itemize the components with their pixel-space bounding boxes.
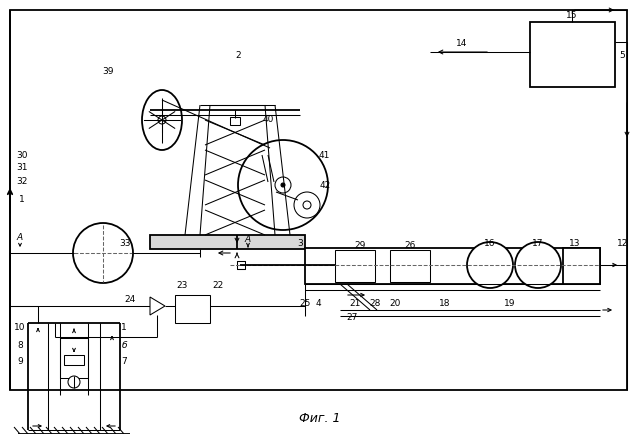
Text: 4: 4 bbox=[315, 299, 321, 309]
Bar bbox=[305, 248, 600, 284]
Text: 29: 29 bbox=[355, 240, 365, 250]
Circle shape bbox=[281, 183, 285, 187]
Text: 1: 1 bbox=[121, 322, 127, 332]
Text: 41: 41 bbox=[318, 151, 330, 160]
Circle shape bbox=[275, 177, 291, 193]
Text: 19: 19 bbox=[504, 299, 516, 308]
Bar bbox=[10, 10, 627, 390]
Text: 27: 27 bbox=[346, 313, 358, 322]
Text: 30: 30 bbox=[16, 151, 28, 160]
Circle shape bbox=[73, 223, 133, 283]
Text: 20: 20 bbox=[389, 299, 401, 308]
Text: 42: 42 bbox=[319, 181, 331, 190]
Text: A: A bbox=[245, 236, 251, 244]
Text: 7: 7 bbox=[121, 358, 127, 366]
Text: 26: 26 bbox=[404, 240, 416, 250]
Bar bbox=[237, 261, 245, 269]
Circle shape bbox=[68, 376, 80, 388]
Bar bbox=[563, 248, 600, 284]
Text: 33: 33 bbox=[119, 239, 131, 247]
Circle shape bbox=[238, 140, 328, 230]
Text: 16: 16 bbox=[484, 240, 496, 249]
Text: 17: 17 bbox=[532, 240, 544, 249]
Text: 15: 15 bbox=[566, 10, 578, 20]
Text: 9: 9 bbox=[17, 358, 23, 366]
Bar bbox=[230, 117, 240, 125]
Text: 2: 2 bbox=[235, 50, 241, 59]
Text: 18: 18 bbox=[439, 299, 451, 308]
Polygon shape bbox=[150, 297, 165, 315]
Text: 24: 24 bbox=[124, 296, 136, 305]
Text: б: б bbox=[121, 341, 127, 349]
Text: 13: 13 bbox=[569, 240, 580, 249]
Text: 10: 10 bbox=[14, 322, 26, 332]
Text: 25: 25 bbox=[300, 299, 310, 308]
Text: 40: 40 bbox=[262, 115, 274, 125]
Text: 5: 5 bbox=[619, 52, 625, 60]
Ellipse shape bbox=[142, 90, 182, 150]
Circle shape bbox=[515, 242, 561, 288]
Text: 14: 14 bbox=[456, 39, 468, 47]
Text: 31: 31 bbox=[16, 164, 28, 172]
Bar bbox=[390, 250, 430, 282]
Bar bbox=[150, 235, 305, 249]
Bar bbox=[60, 338, 88, 378]
Circle shape bbox=[294, 192, 320, 218]
Circle shape bbox=[467, 242, 513, 288]
Text: 39: 39 bbox=[102, 68, 114, 76]
Text: 12: 12 bbox=[618, 240, 628, 249]
Bar bbox=[64, 355, 84, 365]
Bar bbox=[175, 295, 210, 323]
Text: 22: 22 bbox=[212, 280, 223, 289]
Text: A: A bbox=[17, 233, 23, 243]
Text: 3: 3 bbox=[297, 239, 303, 247]
Bar bbox=[530, 22, 615, 87]
Text: Фиг. 1: Фиг. 1 bbox=[300, 411, 340, 424]
Text: 8: 8 bbox=[17, 341, 23, 349]
Text: 23: 23 bbox=[176, 280, 188, 289]
Circle shape bbox=[303, 201, 311, 209]
Circle shape bbox=[158, 116, 166, 124]
Text: 28: 28 bbox=[369, 299, 381, 308]
Bar bbox=[335, 250, 375, 282]
Text: 1: 1 bbox=[19, 195, 25, 204]
Text: 21: 21 bbox=[349, 299, 361, 308]
Text: 32: 32 bbox=[16, 177, 28, 185]
